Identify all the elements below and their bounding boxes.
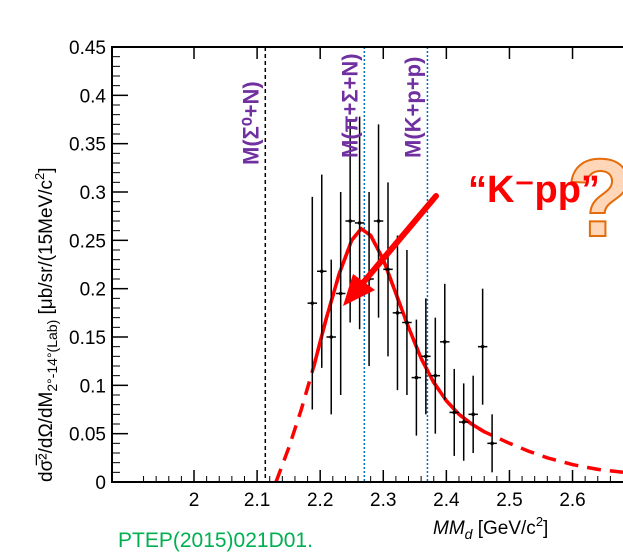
- data-marker: [329, 335, 334, 339]
- x-axis-title: MMd [GeV/c2]: [433, 514, 548, 542]
- y-tick-label: 0: [95, 473, 106, 494]
- data-marker: [376, 219, 381, 223]
- data-point: [487, 414, 497, 473]
- data-point: [477, 288, 488, 405]
- y-tick-label: 0.25: [69, 231, 106, 252]
- y-tick-label: 0.3: [80, 183, 106, 204]
- data-marker: [310, 301, 315, 305]
- threshold-label-sigma-n: M(Σ⁰+N): [238, 81, 263, 165]
- data-marker: [461, 420, 466, 424]
- y-tick-label: 0.4: [80, 86, 107, 107]
- data-marker: [414, 375, 419, 380]
- fit-curve-solid: [312, 226, 486, 434]
- data-point: [383, 182, 393, 357]
- data-marker: [395, 311, 400, 315]
- x-tick-label: 2.6: [559, 490, 585, 511]
- kpp-label: “K⁻pp”: [468, 169, 600, 211]
- data-marker: [424, 354, 428, 359]
- arrow-to-peak: [343, 193, 439, 306]
- data-marker: [490, 441, 494, 446]
- data-point: [449, 368, 459, 456]
- data-point: [335, 192, 346, 395]
- fit-curve-dashed: [274, 226, 623, 483]
- x-tick-label: 2: [189, 490, 200, 511]
- reference-label: PTEP(2015)021D01.: [118, 529, 313, 552]
- data-point: [326, 259, 336, 415]
- data-marker: [338, 291, 343, 296]
- data-point: [317, 174, 327, 368]
- y-tick-label: 0.35: [69, 135, 106, 156]
- y-tick-label: 0.2: [80, 280, 106, 301]
- x-tick-label: 2.3: [370, 490, 396, 511]
- y-tick-label: 0.05: [69, 425, 106, 446]
- data-point: [430, 317, 441, 434]
- data-marker: [442, 340, 447, 344]
- axis-ticks: 2 2.1 2.2 2.3 2.4 2.5 2.6 0 0.05 0.1 0.15 0.2 0.25 0.…: [69, 38, 611, 511]
- data-point: [421, 298, 431, 415]
- data-marker: [452, 410, 457, 415]
- question-mark-icon: ?: [566, 137, 623, 260]
- data-point: [411, 319, 422, 436]
- y-tick-label: 0.15: [69, 328, 106, 349]
- data-marker: [405, 320, 409, 325]
- y-axis-title: dσ̅²/dΩ/dM2°-14°(Lab) [μb/sr/(15MeV/c2]: [32, 167, 60, 482]
- data-marker: [471, 412, 475, 417]
- data-point: [307, 196, 318, 410]
- data-point: [468, 375, 478, 453]
- data-point: [402, 250, 412, 395]
- data-point: [373, 124, 384, 318]
- data-point: [458, 383, 469, 461]
- data-marker: [319, 269, 324, 274]
- data-point: [440, 283, 450, 400]
- plot-frame: [111, 46, 623, 483]
- data-marker: [433, 373, 438, 378]
- y-tick-label: 0.1: [80, 376, 106, 397]
- data-marker: [386, 267, 390, 272]
- x-tick-label: 2.1: [244, 490, 270, 511]
- x-tick-label: 2.4: [433, 490, 460, 511]
- data-marker: [480, 344, 485, 349]
- threshold-label-pi-sigma-n: M(π+Σ+N): [337, 53, 362, 158]
- data-marker: [348, 219, 352, 223]
- x-tick-label: 2.5: [496, 490, 522, 511]
- y-tick-label: 0.45: [69, 38, 106, 59]
- threshold-lines: [264, 47, 429, 482]
- threshold-label-kpp: M(K+p+p): [400, 57, 425, 158]
- data-marker: [357, 221, 362, 225]
- fit-curve: [274, 226, 623, 483]
- data-point: [392, 235, 403, 391]
- x-tick-label: 2.2: [307, 490, 333, 511]
